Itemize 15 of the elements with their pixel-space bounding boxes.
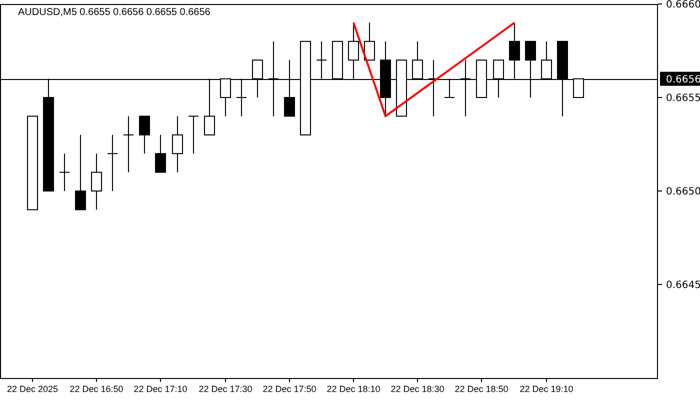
x-tick-label: 22 Dec 16:50 [70, 384, 124, 394]
x-tick-label: 22 Dec 17:30 [198, 384, 252, 394]
ref-line-label: 0.6656 [666, 74, 700, 86]
y-tick-label: 0.6660 [666, 0, 700, 10]
y-tick-label: 0.6645 [666, 280, 700, 291]
chart-title: AUDUSD,M5 0.6655 0.6656 0.6655 0.6656 [18, 7, 211, 18]
x-tick-label: 22 Dec 17:10 [134, 384, 188, 394]
x-tick-label: 22 Dec 17:50 [262, 384, 316, 394]
x-tick-label: 22 Dec 19:10 [520, 384, 574, 394]
y-tick-label: 0.6650 [666, 186, 700, 198]
x-tick-label: 22 Dec 2025 [6, 384, 58, 394]
x-tick-label: 22 Dec 18:10 [326, 384, 380, 394]
x-tick-label: 22 Dec 18:50 [454, 384, 508, 394]
y-tick-label: 0.6655 [666, 93, 700, 104]
x-tick-label: 22 Dec 18:30 [390, 384, 444, 394]
